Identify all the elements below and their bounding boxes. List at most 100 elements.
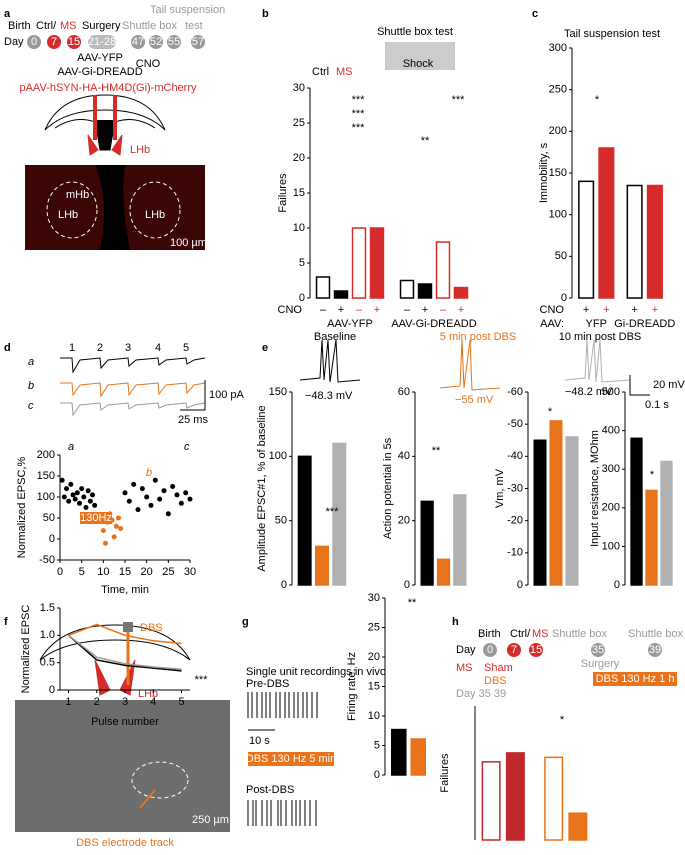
day-label: 7 — [511, 644, 517, 656]
bar — [453, 494, 467, 586]
bar — [315, 545, 329, 586]
y-tick-label: -60 — [507, 386, 523, 398]
label: AAV-YFP — [77, 52, 123, 64]
y-tick-label: 20 — [293, 152, 305, 164]
label: 25 ms — [178, 414, 208, 426]
day-label: 35 — [592, 644, 604, 656]
panel-label: h — [452, 616, 459, 628]
raster — [247, 692, 318, 718]
point — [92, 502, 98, 508]
y-tick-label: 400 — [602, 425, 620, 437]
label: Pre-DBS — [246, 678, 289, 690]
y-tick-label: 60 — [398, 386, 410, 398]
y-axis-label: Firing rate, Hz — [346, 652, 358, 721]
bar — [417, 283, 433, 299]
chart-title: Tail suspension test — [564, 28, 660, 40]
label: LHb — [130, 144, 150, 156]
x-tick-label: 25 — [162, 566, 174, 578]
day-label: 52 — [150, 36, 162, 48]
label: Birth — [478, 628, 501, 640]
label: CNO — [136, 58, 161, 70]
row-label: AAV: — [540, 318, 564, 330]
label: 4 — [155, 342, 161, 354]
label: Surgery — [82, 20, 121, 32]
trace — [299, 339, 361, 383]
label: 100 pA — [209, 389, 245, 401]
roi — [129, 181, 181, 239]
stim-box — [80, 512, 112, 524]
y-tick-label: 10 — [293, 222, 305, 234]
point — [64, 486, 69, 492]
bar — [646, 184, 663, 299]
x-tick-label: + — [583, 304, 589, 316]
x-tick-label: 1 — [65, 696, 71, 708]
panel-label: d — [4, 342, 11, 354]
annotation: *** — [352, 94, 366, 106]
y-tick-label: 5 — [374, 739, 380, 751]
bar — [533, 439, 547, 586]
y-tick-label: 100 — [602, 540, 620, 552]
bar — [333, 290, 349, 299]
label: 10 s — [249, 735, 270, 747]
y-tick-label: -30 — [507, 482, 523, 494]
x-tick-label: 0 — [57, 566, 63, 578]
label: Ctrl/ — [510, 628, 531, 640]
y-tick-label: 50 — [555, 250, 567, 262]
point — [109, 517, 115, 523]
point — [77, 500, 82, 506]
bar — [399, 279, 415, 299]
y-tick-label: 200 — [602, 502, 620, 514]
scale-bar — [180, 380, 206, 411]
y-tick-label: 0 — [281, 579, 287, 591]
point — [135, 507, 141, 513]
bar — [544, 756, 564, 841]
label: Shuttle box — [552, 628, 608, 640]
label: 1 — [69, 342, 75, 354]
roi — [46, 181, 98, 239]
x-tick-label: + — [338, 304, 344, 316]
day-label: 15 — [68, 36, 80, 48]
label: 0.1 s — [645, 399, 669, 411]
y-tick-label: 0 — [299, 292, 305, 304]
point — [187, 496, 193, 502]
annotation: *** — [195, 674, 209, 686]
label: b — [28, 380, 34, 392]
day-label: 15 — [530, 644, 542, 656]
point — [170, 484, 176, 489]
label: 2 — [97, 342, 103, 354]
label: Ctrl/ — [36, 20, 57, 32]
point — [139, 486, 145, 492]
y-tick-label: -20 — [507, 515, 523, 527]
y-axis-label: Normalized EPSC — [20, 605, 32, 694]
series-label: a — [68, 441, 74, 453]
y-tick-label: 20 — [398, 515, 410, 527]
group-label: AAV-YFP — [327, 318, 373, 330]
point — [113, 523, 119, 529]
bar — [315, 276, 331, 299]
point — [148, 502, 154, 508]
bar — [435, 241, 451, 299]
x-tick-label: 20 — [141, 566, 153, 578]
point — [66, 498, 72, 504]
bar — [568, 812, 588, 841]
x-tick-label: + — [603, 304, 609, 316]
point — [152, 477, 158, 483]
day-label: 7 — [51, 36, 57, 48]
chart-title: Shuttle box test — [377, 26, 453, 38]
annotation: * — [595, 94, 600, 106]
day-label: 55 — [168, 36, 180, 48]
y-tick-label: 25 — [368, 621, 380, 633]
x-tick-label: + — [458, 304, 464, 316]
point — [83, 505, 89, 510]
y-tick-label: 0 — [561, 292, 567, 304]
y-tick-label: 200 — [37, 449, 55, 461]
label: 20 mV — [653, 379, 685, 391]
label: Shock — [403, 58, 434, 70]
point — [79, 486, 85, 492]
point — [161, 488, 167, 494]
bar — [297, 455, 312, 586]
stim-box — [248, 752, 334, 766]
y-tick-label: 0 — [614, 579, 620, 591]
label: LHb — [145, 209, 165, 221]
